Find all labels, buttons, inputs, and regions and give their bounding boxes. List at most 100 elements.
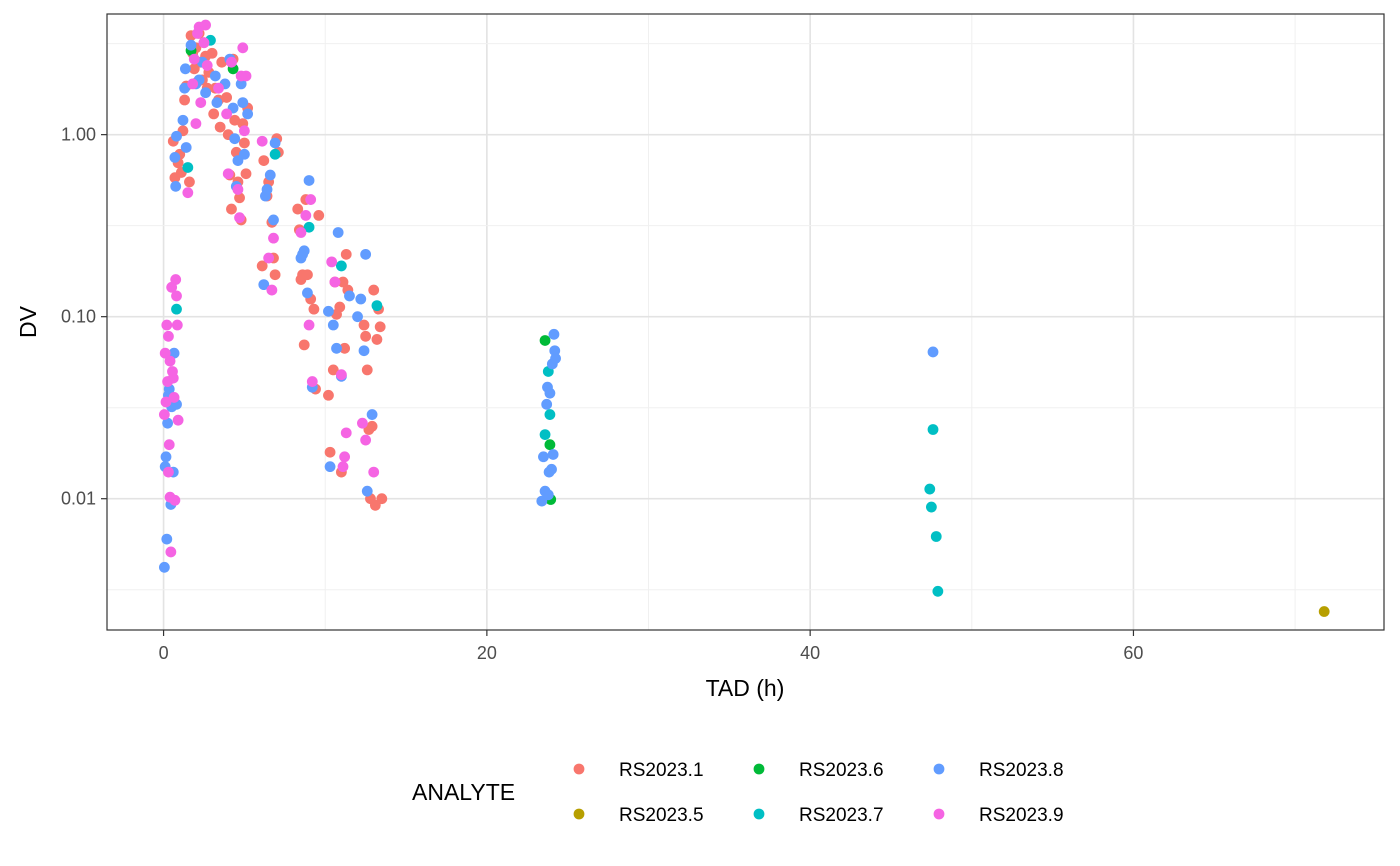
data-point [352, 311, 363, 323]
series-RS2023.9 [158, 19, 380, 558]
data-point [300, 210, 312, 221]
legend-label: RS2023.5 [619, 805, 704, 826]
data-point [238, 148, 250, 160]
data-point [927, 424, 939, 435]
data-point [368, 466, 380, 478]
legend-key [573, 808, 585, 820]
data-point [226, 56, 237, 68]
legend-title: ANALYTE [412, 779, 515, 805]
data-point [332, 227, 344, 238]
data-point [177, 114, 189, 126]
data-point [190, 118, 202, 129]
data-point [925, 501, 937, 513]
data-point [313, 210, 325, 221]
data-point [268, 232, 279, 244]
data-point [179, 82, 190, 94]
data-point [237, 42, 249, 54]
data-point [924, 483, 936, 495]
x-axis-title: TAD (h) [706, 675, 785, 701]
series-RS2023.5 [1318, 606, 1330, 617]
data-point [266, 284, 278, 296]
x-tick-label: 40 [800, 643, 820, 663]
data-point [171, 130, 182, 142]
legend-key [933, 763, 945, 775]
data-point [327, 364, 339, 376]
data-point [185, 39, 197, 51]
data-point [327, 319, 339, 331]
legend-label: RS2023.8 [979, 760, 1064, 781]
data-point [179, 63, 191, 75]
data-point [268, 214, 279, 226]
data-point [930, 531, 942, 542]
legend-item: RS2023.8 [933, 760, 1064, 781]
data-point [230, 146, 242, 158]
data-point [214, 121, 226, 133]
data-point [544, 439, 556, 451]
data-point [368, 284, 380, 296]
data-point [169, 494, 181, 506]
data-point [234, 212, 245, 224]
data-point [339, 342, 351, 354]
data-point [206, 47, 218, 59]
data-point [201, 60, 213, 71]
x-tick-label: 20 [477, 643, 497, 663]
data-point [298, 339, 310, 351]
data-point [263, 252, 275, 264]
data-point [221, 92, 233, 103]
data-point [163, 330, 174, 342]
data-point [211, 97, 223, 108]
data-point [238, 137, 250, 149]
data-point [340, 248, 352, 260]
data-point [360, 248, 372, 260]
data-point [222, 168, 234, 180]
data-point [344, 290, 355, 302]
data-point [542, 489, 554, 501]
plot-border [106, 13, 1385, 631]
data-point [539, 429, 551, 441]
legend-label: RS2023.7 [799, 805, 884, 826]
data-point [544, 387, 556, 399]
data-point [303, 319, 315, 331]
data-point [369, 499, 381, 511]
data-point [188, 53, 200, 65]
data-point [331, 342, 342, 354]
data-point [357, 417, 368, 429]
data-point [302, 287, 313, 299]
legend: RS2023.1 RS2023.5 RS2023.6 RS2023.7 RS2023.8… [573, 760, 1064, 826]
data-point [234, 192, 245, 204]
data-point [360, 330, 372, 342]
data-point [337, 276, 349, 288]
x-tick-label: 0 [159, 643, 169, 663]
legend-label: RS2023.9 [979, 805, 1064, 826]
data-point [269, 137, 281, 149]
data-point [256, 135, 268, 147]
data-point [164, 355, 176, 367]
data-point [292, 203, 304, 215]
data-point [547, 449, 559, 460]
data-point [269, 148, 281, 160]
data-point [188, 63, 200, 75]
data-point [355, 293, 367, 305]
legend-item: RS2023.7 [753, 805, 884, 826]
data-point [334, 301, 346, 313]
data-point [200, 87, 212, 99]
y-axis: 0.01 0.10 1.00 [61, 125, 107, 509]
data-point [932, 585, 944, 597]
data-point [161, 533, 173, 545]
data-point [182, 187, 194, 199]
data-point [170, 274, 182, 285]
data-point [329, 276, 341, 288]
data-point [226, 203, 237, 215]
data-point [1318, 606, 1330, 617]
data-point [162, 417, 174, 429]
data-point [240, 70, 252, 82]
data-point [167, 372, 179, 384]
data-point [371, 300, 383, 312]
data-point [302, 269, 313, 281]
data-point [184, 176, 195, 188]
data-point [538, 451, 549, 463]
data-point [308, 303, 320, 315]
data-point [209, 70, 221, 82]
data-point [337, 461, 349, 473]
data-point [366, 409, 378, 420]
